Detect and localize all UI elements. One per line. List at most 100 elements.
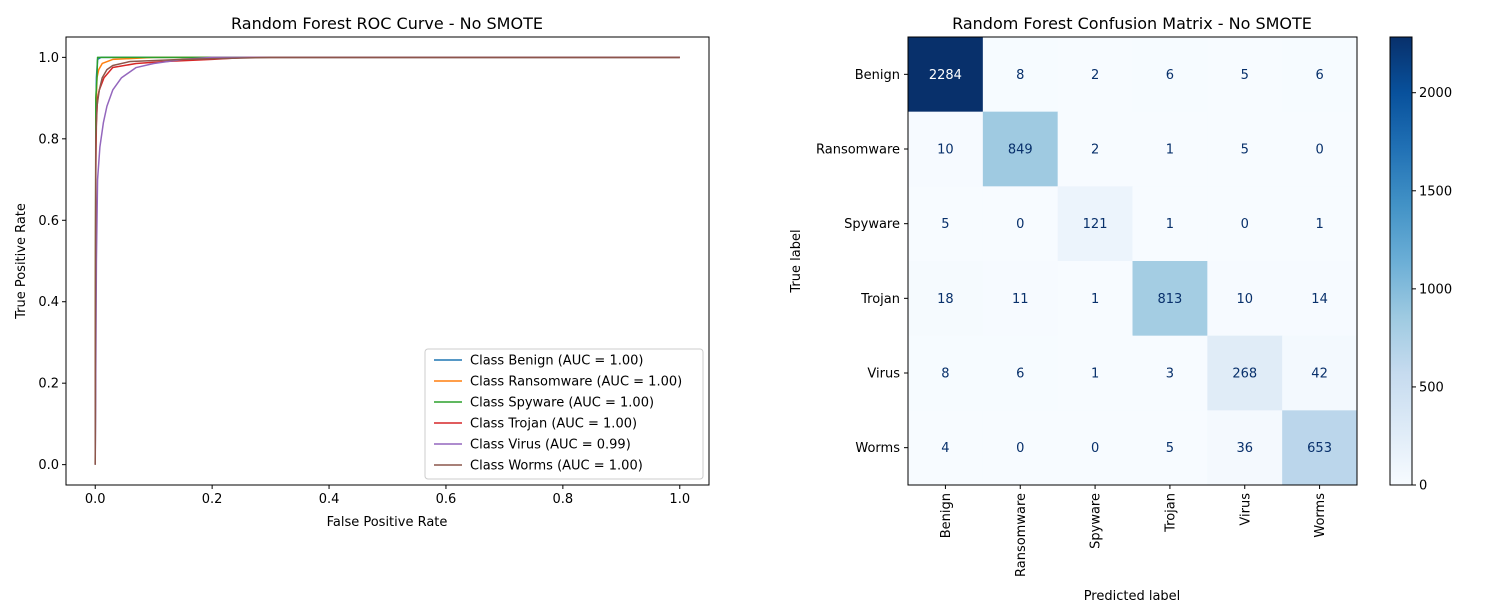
cm-cell bbox=[1057, 261, 1133, 337]
cm-cell-value: 3 bbox=[1166, 367, 1174, 382]
colorbar bbox=[1389, 36, 1413, 486]
roc-x-tick-label: 0.2 bbox=[202, 492, 223, 507]
cm-frame bbox=[907, 36, 1358, 486]
roc-y-tick-label: 0.4 bbox=[38, 295, 59, 310]
cm-cell-value: 2284 bbox=[929, 68, 962, 83]
cm-cell bbox=[1057, 335, 1133, 411]
roc-legend: Class Benign (AUC = 1.00) Class Ransomwar… bbox=[424, 348, 704, 480]
cm-cell bbox=[1132, 335, 1208, 411]
cm-y-tick-label: Trojan bbox=[860, 292, 900, 307]
roc-legend-entry-2: Class Spyware (AUC = 1.00) bbox=[470, 396, 654, 411]
cm-y-tick-label: Ransomware bbox=[816, 143, 900, 158]
roc-y-label: True Positive Rate bbox=[14, 203, 29, 320]
roc-legend-box bbox=[424, 348, 704, 480]
cm-cell bbox=[982, 111, 1059, 187]
cm-x-tick-label: Benign bbox=[939, 493, 954, 538]
colorbar-tick-label: 500 bbox=[1419, 380, 1444, 395]
roc-x-ticks: 0.0 0.2 0.4 0.6 0.8 1.0 bbox=[85, 485, 690, 507]
cm-cell-value: 121 bbox=[1083, 217, 1108, 232]
cm-cell bbox=[908, 410, 984, 486]
cm-cell-value: 849 bbox=[1008, 143, 1033, 158]
cm-cell-value: 0 bbox=[1016, 441, 1024, 456]
cm-x-tick-label: Trojan bbox=[1163, 493, 1178, 533]
cm-y-tick-label: Worms bbox=[855, 441, 900, 456]
cm-y-label: True label bbox=[789, 229, 804, 293]
cm-cell bbox=[908, 261, 984, 337]
cm-cell bbox=[908, 37, 984, 113]
cm-cell-value: 268 bbox=[1232, 367, 1257, 382]
cm-cell bbox=[982, 261, 1059, 337]
cm-cell bbox=[1057, 37, 1133, 113]
cm-cell bbox=[982, 186, 1059, 262]
cm-cell bbox=[1282, 37, 1358, 113]
roc-plot-frame bbox=[65, 36, 710, 486]
colorbar-tick-label: 0 bbox=[1419, 479, 1427, 494]
cm-cell-value: 36 bbox=[1236, 441, 1253, 456]
cm-y-ticks: Benign Ransomware Spyware Trojan Virus Worms bbox=[816, 68, 908, 456]
cm-y-tick-label: Benign bbox=[855, 68, 900, 83]
roc-legend-entry-4: Class Virus (AUC = 0.99) bbox=[470, 438, 631, 453]
cm-cell-value: 2 bbox=[1091, 143, 1099, 158]
cm-cell-value: 11 bbox=[1012, 292, 1029, 307]
cm-cell-value: 10 bbox=[937, 143, 954, 158]
cm-cell-value: 1 bbox=[1315, 217, 1323, 232]
cm-cell-value: 18 bbox=[937, 292, 954, 307]
cm-cell bbox=[908, 335, 984, 411]
cm-cell-value: 1 bbox=[1166, 217, 1174, 232]
cm-cell-value: 8 bbox=[941, 367, 949, 382]
cm-cell-value: 8 bbox=[1016, 68, 1024, 83]
cm-cell bbox=[1132, 410, 1208, 486]
cm-cell-value: 1 bbox=[1166, 143, 1174, 158]
cm-x-tick-label: Worms bbox=[1313, 493, 1328, 538]
cm-x-ticks: Benign Ransomware Spyware Trojan Virus Worms bbox=[939, 485, 1328, 577]
colorbar-tick-label: 2000 bbox=[1419, 86, 1452, 101]
cm-cell-value: 653 bbox=[1307, 441, 1332, 456]
roc-x-tick-label: 0.8 bbox=[553, 492, 574, 507]
cm-cell bbox=[1282, 410, 1358, 486]
roc-y-ticks: 0.0 0.2 0.4 0.6 0.8 1.0 bbox=[38, 51, 66, 473]
cm-cell-value: 4 bbox=[941, 441, 949, 456]
cm-cell bbox=[982, 37, 1059, 113]
cm-cell bbox=[1282, 335, 1358, 411]
confusion-matrix-chart: Random Forest Confusion Matrix - No SMOT… bbox=[789, 14, 1452, 600]
cm-cell-value: 1 bbox=[1091, 367, 1099, 382]
cm-cell-value: 42 bbox=[1311, 367, 1328, 382]
roc-legend-entry-1: Class Ransomware (AUC = 1.00) bbox=[470, 375, 682, 390]
cm-cell bbox=[1057, 111, 1133, 187]
colorbar-tick-label: 1000 bbox=[1419, 282, 1452, 297]
roc-x-tick-label: 0.4 bbox=[319, 492, 340, 507]
roc-x-label: False Positive Rate bbox=[327, 515, 448, 530]
roc-legend-entry-5: Class Worms (AUC = 1.00) bbox=[470, 459, 643, 474]
cm-cell-value: 10 bbox=[1236, 292, 1253, 307]
cm-cell bbox=[1132, 261, 1208, 337]
cm-cell bbox=[908, 186, 984, 262]
cm-y-tick-label: Virus bbox=[867, 367, 900, 382]
cm-cell bbox=[1132, 37, 1208, 113]
roc-title: Random Forest ROC Curve - No SMOTE bbox=[231, 14, 543, 33]
roc-y-tick-label: 0.0 bbox=[38, 458, 59, 473]
roc-y-tick-label: 0.2 bbox=[38, 377, 59, 392]
cm-x-tick-label: Ransomware bbox=[1014, 493, 1029, 577]
cm-cell bbox=[982, 410, 1059, 486]
cm-cell bbox=[1132, 111, 1208, 187]
cm-cell-value: 6 bbox=[1166, 68, 1174, 83]
cm-cell bbox=[1282, 261, 1358, 337]
cm-cell bbox=[1207, 410, 1283, 486]
roc-chart: Random Forest ROC Curve - No SMOTE 0.0 0.… bbox=[14, 14, 710, 530]
roc-x-tick-label: 0.0 bbox=[85, 492, 106, 507]
cm-cell-value: 0 bbox=[1241, 217, 1249, 232]
cm-cell bbox=[1207, 335, 1283, 411]
cm-cell-value: 5 bbox=[941, 217, 949, 232]
roc-legend-entry-3: Class Trojan (AUC = 1.00) bbox=[470, 417, 637, 432]
cm-cell-value: 6 bbox=[1016, 367, 1024, 382]
roc-x-tick-label: 1.0 bbox=[669, 492, 690, 507]
cm-cell bbox=[1282, 111, 1358, 187]
cm-cell-value: 0 bbox=[1016, 217, 1024, 232]
roc-series-line-5 bbox=[94, 56, 680, 465]
cm-cell bbox=[908, 111, 984, 187]
cm-cell-value: 14 bbox=[1311, 292, 1328, 307]
cm-cell-value: 2 bbox=[1091, 68, 1099, 83]
cm-cell bbox=[1207, 261, 1283, 337]
cm-cell bbox=[982, 335, 1059, 411]
cm-cell bbox=[1057, 410, 1133, 486]
